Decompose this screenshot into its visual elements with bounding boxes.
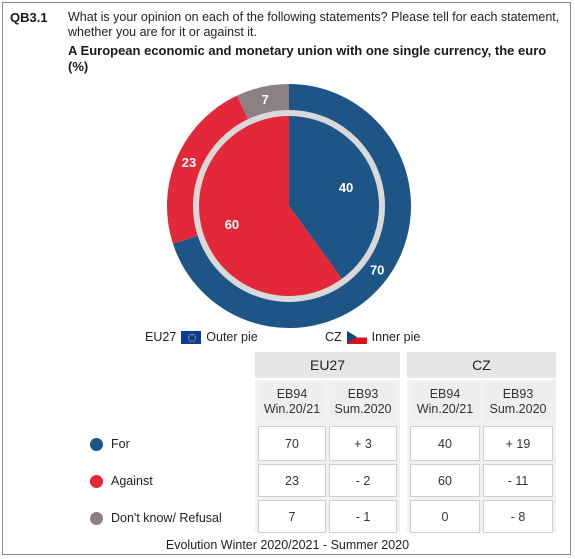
nested-pie-chart: 70 23 7 40 60 xyxy=(167,84,411,328)
legend-inner-suffix: Inner pie xyxy=(371,330,421,344)
chart-subtitle: A European economic and monetary union w… xyxy=(68,43,547,74)
subhead-period: Win.20/21 xyxy=(263,402,321,416)
row-label-dontknow: Don't know/ Refusal xyxy=(90,510,222,526)
cz-slice-against xyxy=(199,116,342,296)
legend-outer: EU27 Outer pie xyxy=(145,330,258,344)
question-text: What is your opinion on each of the foll… xyxy=(68,10,560,39)
table-subhead: EB93 Sum.2020 xyxy=(329,382,397,422)
table-cell: 40 xyxy=(410,426,480,461)
footer-note: Evolution Winter 2020/2021 - Summer 2020 xyxy=(165,538,410,552)
table-cell: - 2 xyxy=(329,464,397,497)
question-code: QB3.1 xyxy=(10,10,48,25)
cz-label-for: 40 xyxy=(339,180,353,195)
row-label-text: For xyxy=(111,437,130,451)
subhead-survey: EB94 xyxy=(276,387,308,401)
table-cell: - 1 xyxy=(329,500,397,533)
chart-frame xyxy=(2,2,571,555)
subhead-survey: EB94 xyxy=(429,387,461,401)
table-subhead: EB93 Sum.2020 xyxy=(483,382,553,422)
row-label-for: For xyxy=(90,436,130,452)
subhead-period: Sum.2020 xyxy=(489,402,547,416)
table-cell: 70 xyxy=(258,426,326,461)
legend-outer-label: EU27 xyxy=(145,330,177,344)
table-cell: 60 xyxy=(410,464,480,497)
eu-flag-icon xyxy=(181,330,202,344)
subhead-survey: EB93 xyxy=(502,387,534,401)
eu27-label-against: 23 xyxy=(182,155,196,170)
cz-slice-for xyxy=(289,116,380,279)
table-cell: + 19 xyxy=(483,426,553,461)
cz-label-against: 60 xyxy=(225,217,239,232)
table-group-eu27: EU27 xyxy=(255,352,400,378)
row-label-text: Don't know/ Refusal xyxy=(111,511,222,525)
row-label-against: Against xyxy=(90,473,153,489)
legend-outer-suffix: Outer pie xyxy=(206,330,258,344)
eu27-label-dontknow: 7 xyxy=(262,92,269,107)
table-cell: - 8 xyxy=(483,500,553,533)
legend-inner: CZ Inner pie xyxy=(325,330,420,344)
table-cell: 7 xyxy=(258,500,326,533)
subhead-period: Win.20/21 xyxy=(416,402,474,416)
eu27-label-for: 70 xyxy=(370,263,384,278)
cz-flag-icon xyxy=(346,330,367,344)
table-subhead: EB94 Win.20/21 xyxy=(258,382,326,422)
table-cell: + 3 xyxy=(329,426,397,461)
subhead-period: Sum.2020 xyxy=(334,402,392,416)
subhead-survey: EB93 xyxy=(347,387,379,401)
table-cell: 23 xyxy=(258,464,326,497)
table-group-cz: CZ xyxy=(407,352,556,378)
legend-inner-label: CZ xyxy=(325,330,342,344)
table-subhead: EB94 Win.20/21 xyxy=(410,382,480,422)
row-label-text: Against xyxy=(111,474,153,488)
against-dot-icon xyxy=(90,474,103,488)
table-cell: 0 xyxy=(410,500,480,533)
table-cell: - 11 xyxy=(483,464,553,497)
dontknow-dot-icon xyxy=(90,511,103,525)
for-dot-icon xyxy=(90,437,103,451)
